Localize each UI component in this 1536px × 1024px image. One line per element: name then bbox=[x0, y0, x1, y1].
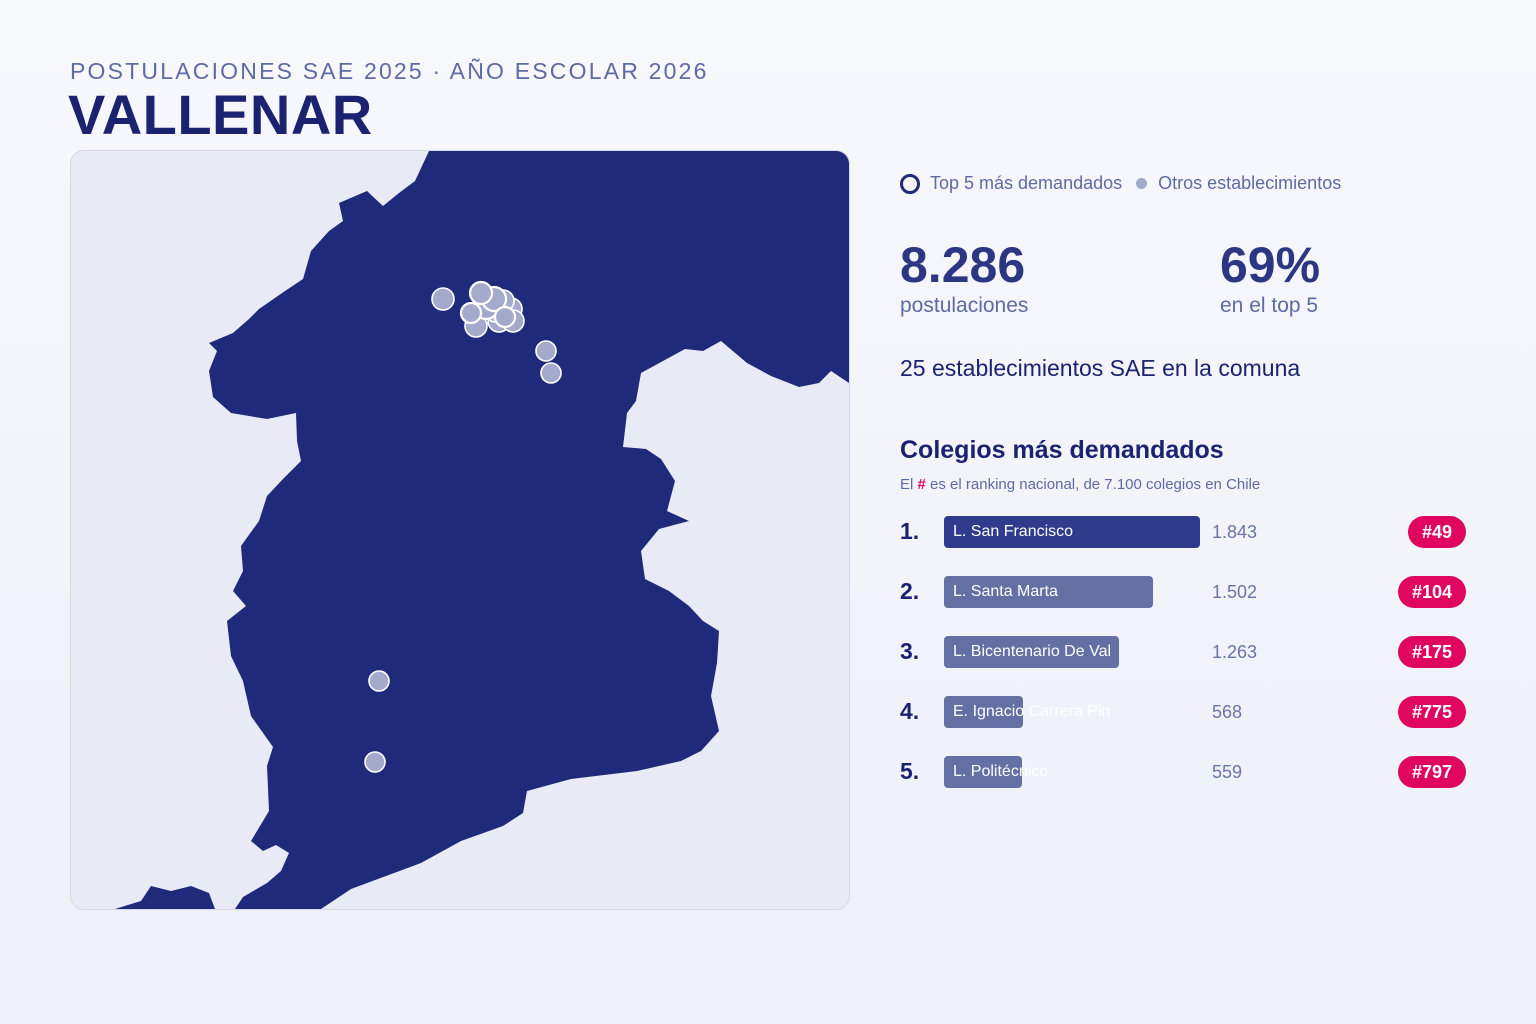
demand-bar bbox=[944, 756, 1022, 788]
school-marker[interactable] bbox=[431, 287, 455, 311]
applications-count: 1.843 bbox=[1212, 522, 1258, 542]
school-marker[interactable] bbox=[364, 751, 386, 773]
school-name: L. San Francisco bbox=[953, 523, 1074, 540]
commune-map[interactable] bbox=[70, 150, 850, 910]
national-rank-badge: #49 bbox=[1407, 516, 1466, 548]
page-title: VALLENAR bbox=[68, 83, 373, 146]
applications-count: 568 bbox=[1212, 702, 1243, 722]
applications-count: 1.263 bbox=[1212, 642, 1258, 662]
national-rank-badge: #104 bbox=[1397, 576, 1466, 608]
ranking-row[interactable]: 1. L. San Francisco 1.843 #49 bbox=[900, 516, 1468, 550]
national-rank-badge: #797 bbox=[1397, 756, 1466, 788]
legend-others-label: Otros establecimientos bbox=[1158, 173, 1342, 193]
rank-number: 4. bbox=[900, 698, 920, 724]
ranking-note-suffix: es el ranking nacional, de 7.100 colegio… bbox=[930, 476, 1261, 493]
school-marker[interactable] bbox=[368, 670, 390, 692]
applications-count: 559 bbox=[1212, 762, 1243, 782]
ranking-row[interactable]: 2. L. Santa Marta 1.502 #104 bbox=[900, 576, 1468, 610]
ranking-row[interactable]: 5. L. Politécnico 559 #797 bbox=[900, 756, 1468, 790]
school-marker[interactable] bbox=[540, 362, 562, 384]
ranking-title: Colegios más demandados bbox=[900, 436, 1224, 464]
others-dot-icon bbox=[1136, 178, 1148, 189]
top5-school-marker[interactable] bbox=[468, 280, 494, 306]
school-marker[interactable] bbox=[535, 340, 557, 362]
ranking-row[interactable]: 4. E. Ignacio Carrera Pin 568 #775 bbox=[900, 696, 1468, 730]
stat-applications: 8.286 postulaciones bbox=[900, 240, 1028, 318]
applications-value: 8.286 bbox=[900, 237, 1026, 293]
top5-ring-icon bbox=[900, 173, 920, 194]
rank-number: 2. bbox=[900, 578, 920, 604]
header-subtitle: POSTULACIONES SAE 2025 · AÑO ESCOLAR 202… bbox=[70, 58, 709, 84]
map-legend: Top 5 más demandados Otros establecimien… bbox=[900, 173, 1341, 194]
stat-top5-share: 69% en el top 5 bbox=[1220, 240, 1320, 318]
commune-shape-south bbox=[115, 886, 215, 909]
top5-school-marker[interactable] bbox=[493, 305, 517, 329]
rank-number: 1. bbox=[900, 518, 920, 544]
ranking-note-prefix: El bbox=[900, 476, 914, 493]
school-name: L. Bicentenario De Val bbox=[953, 643, 1112, 660]
demand-bar bbox=[944, 636, 1119, 668]
top5-share-label: en el top 5 bbox=[1220, 294, 1319, 317]
top5-markers bbox=[459, 280, 517, 329]
ranking-note: El # es el ranking nacional, de 7.100 co… bbox=[900, 476, 1260, 493]
rank-number: 5. bbox=[900, 758, 920, 784]
demand-bar bbox=[944, 696, 1023, 728]
top5-school-marker[interactable] bbox=[459, 301, 483, 325]
legend-top5-label: Top 5 más demandados bbox=[930, 173, 1123, 193]
national-rank-badge: #175 bbox=[1397, 636, 1466, 668]
school-name: L. Politécnico bbox=[953, 763, 1049, 780]
demand-bar bbox=[944, 576, 1153, 608]
national-rank-badge: #775 bbox=[1397, 696, 1466, 728]
commune-map-svg bbox=[115, 151, 849, 909]
applications-count: 1.502 bbox=[1212, 582, 1258, 602]
school-name: L. Santa Marta bbox=[953, 583, 1058, 600]
school-name: E. Ignacio Carrera Pin bbox=[953, 703, 1111, 720]
rank-number: 3. bbox=[900, 638, 920, 664]
applications-label: postulaciones bbox=[900, 294, 1029, 317]
ranking-row[interactable]: 3. L. Bicentenario De Val 1.263 #175 bbox=[900, 636, 1468, 670]
demand-bar bbox=[944, 516, 1200, 548]
top5-share-value: 69% bbox=[1220, 237, 1321, 293]
schools-count: 25 establecimientos SAE en la comuna bbox=[900, 355, 1301, 381]
commune-shape bbox=[209, 151, 849, 909]
ranking-note-hash: # bbox=[917, 476, 926, 493]
